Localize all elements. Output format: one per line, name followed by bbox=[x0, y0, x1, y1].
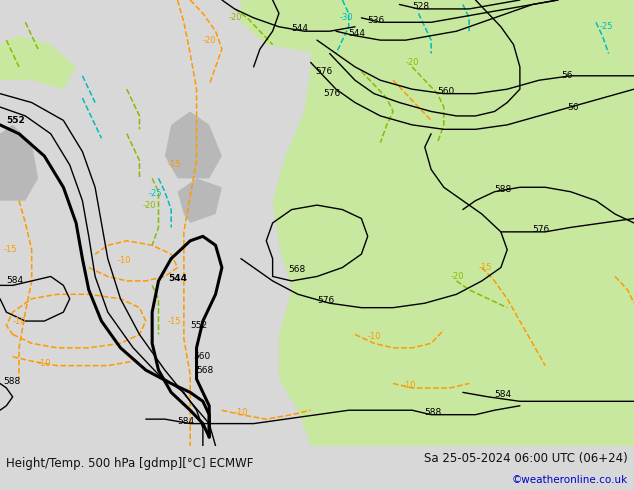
Text: -20: -20 bbox=[406, 58, 419, 67]
Text: -10: -10 bbox=[403, 381, 416, 390]
Text: 568: 568 bbox=[288, 265, 306, 274]
Text: 536: 536 bbox=[368, 16, 385, 24]
Text: 552: 552 bbox=[190, 321, 207, 330]
Text: -10: -10 bbox=[38, 359, 51, 368]
Text: Height/Temp. 500 hPa [gdmp][°C] ECMWF: Height/Temp. 500 hPa [gdmp][°C] ECMWF bbox=[6, 457, 254, 469]
Text: 576: 576 bbox=[317, 296, 334, 305]
Text: -15: -15 bbox=[168, 161, 181, 170]
Text: -10: -10 bbox=[235, 408, 248, 417]
Text: 588: 588 bbox=[3, 377, 20, 386]
Polygon shape bbox=[241, 0, 349, 53]
Text: -30: -30 bbox=[339, 13, 353, 23]
Polygon shape bbox=[0, 36, 76, 89]
Text: 56: 56 bbox=[561, 72, 573, 80]
Text: -10: -10 bbox=[13, 317, 26, 325]
Text: 568: 568 bbox=[197, 366, 214, 374]
Text: 584: 584 bbox=[495, 390, 512, 399]
Text: 576: 576 bbox=[533, 225, 550, 234]
Text: 584: 584 bbox=[178, 417, 195, 426]
Text: -20: -20 bbox=[203, 36, 216, 45]
Text: -20: -20 bbox=[143, 200, 156, 210]
Text: -15: -15 bbox=[3, 245, 16, 254]
Text: 584: 584 bbox=[6, 276, 23, 285]
Text: 528: 528 bbox=[412, 2, 429, 11]
Text: Sa 25-05-2024 06:00 UTC (06+24): Sa 25-05-2024 06:00 UTC (06+24) bbox=[424, 452, 628, 465]
Text: 576: 576 bbox=[323, 89, 340, 98]
Text: 56: 56 bbox=[567, 102, 579, 112]
Text: -15: -15 bbox=[479, 263, 492, 272]
Text: 552: 552 bbox=[6, 116, 25, 125]
Text: 560: 560 bbox=[193, 352, 210, 361]
Text: -20: -20 bbox=[450, 272, 463, 281]
Text: -25: -25 bbox=[149, 190, 162, 198]
Text: 544: 544 bbox=[292, 24, 309, 33]
Text: -10: -10 bbox=[117, 256, 131, 266]
Polygon shape bbox=[273, 0, 634, 446]
Text: 544: 544 bbox=[349, 29, 366, 38]
Polygon shape bbox=[0, 125, 38, 201]
Text: 560: 560 bbox=[437, 87, 455, 96]
Text: -15: -15 bbox=[168, 317, 181, 325]
Text: -10: -10 bbox=[368, 332, 381, 341]
Polygon shape bbox=[178, 178, 222, 223]
Text: ©weatheronline.co.uk: ©weatheronline.co.uk bbox=[512, 475, 628, 485]
Text: 544: 544 bbox=[168, 274, 187, 283]
Text: -25: -25 bbox=[599, 22, 612, 31]
Text: 576: 576 bbox=[316, 67, 333, 76]
Text: 588: 588 bbox=[425, 408, 442, 417]
Text: -20: -20 bbox=[228, 13, 242, 23]
Text: 588: 588 bbox=[495, 185, 512, 194]
Polygon shape bbox=[165, 112, 222, 178]
